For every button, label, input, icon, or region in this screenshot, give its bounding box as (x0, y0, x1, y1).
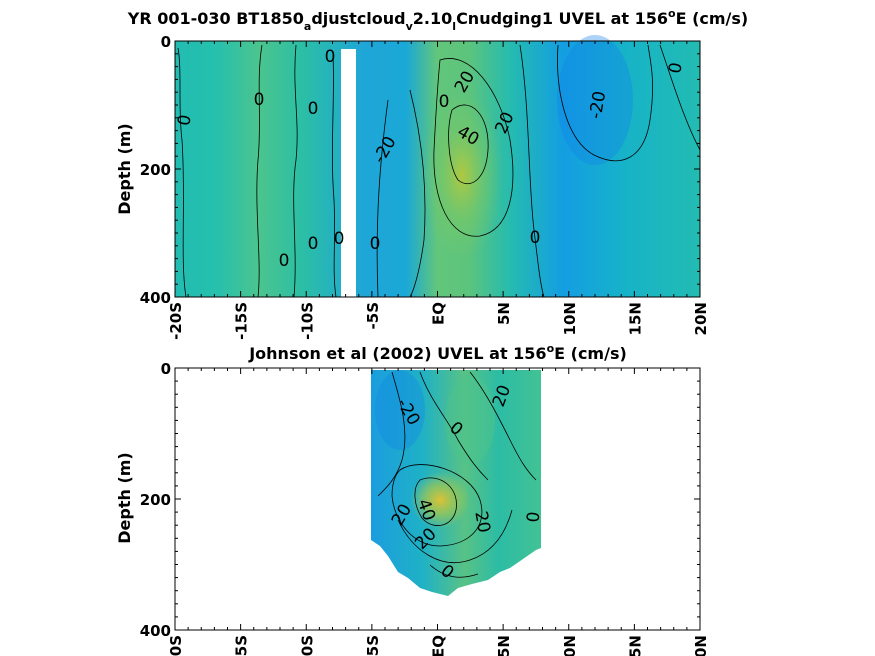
top-x-tick-label: -15S (233, 302, 251, 340)
bottom-contour-line (397, 509, 513, 563)
top-x-tick-label: EQ (430, 302, 448, 325)
bottom-axes: Depth (m) (115, 367, 701, 631)
top-contour-line (519, 44, 545, 298)
top-contour-line (557, 44, 653, 162)
bottom-x-tick-label: 15N (626, 635, 644, 656)
top-contour-line (331, 54, 337, 298)
top-contour-line (659, 44, 701, 151)
bottom-x-tick-label: -20S (167, 635, 185, 656)
top-x-tick-label: -10S (298, 302, 316, 340)
top-contour-line (376, 99, 389, 298)
bottom-panel-title: Johnson et al (2002) UVEL at 156oE (cm/s… (248, 342, 627, 363)
top-field-gap (341, 49, 356, 298)
contour-label: 0 (308, 234, 319, 254)
bottom-field-green (445, 375, 495, 465)
top-contour-line (409, 89, 426, 298)
top-ticks (174, 40, 701, 298)
contour-label: 20 (470, 510, 493, 535)
bottom-contour-line (469, 371, 537, 481)
contour-label: 0 (530, 228, 541, 248)
top-x-tick-label: 15N (626, 302, 644, 335)
bottom-field-blue (375, 370, 425, 450)
top-y-tick-label: 200 (140, 161, 171, 179)
top-x-tick-label: -20S (167, 302, 185, 340)
top-y-tick-label: 0 (161, 33, 171, 51)
bottom-x-tick-label: -15S (233, 635, 251, 656)
bottom-y-tick-label: 0 (161, 360, 171, 378)
contour-label: 0 (174, 113, 196, 127)
bottom-y-tick-label: 200 (140, 491, 171, 509)
contour-label: 0 (370, 234, 381, 254)
contour-label: 0 (439, 92, 450, 112)
top-contour-line (177, 47, 187, 298)
bottom-x-tick-label: 5N (495, 635, 513, 656)
contour-label: 0 (665, 61, 687, 75)
bottom-contour-line (414, 477, 457, 526)
top-contours (177, 44, 701, 298)
contour-label: 0 (524, 511, 545, 524)
top-colorfield (175, 35, 700, 298)
bottom-y-tick-label: 400 (140, 622, 171, 640)
contour-label: 0 (325, 47, 336, 67)
bottom-y-axis-label: Depth (m) (115, 452, 134, 544)
top-axes: Depth (m) (115, 40, 701, 298)
bottom-x-tick-label: 10N (561, 635, 579, 656)
top-contour-line (448, 104, 489, 185)
bottom-contour-line (419, 371, 489, 481)
contour-label: 0 (308, 99, 319, 119)
top-x-tick-label: 10N (561, 302, 579, 335)
bottom-x-tick-label: -10S (298, 635, 316, 656)
top-x-tick-label: 5N (495, 302, 513, 325)
top-field-core (422, 90, 502, 260)
bottom-x-tick-label: EQ (430, 635, 448, 656)
top-y-tick-label: 400 (140, 289, 171, 307)
top-contour-line (256, 44, 263, 298)
top-y-axis-label: Depth (m) (115, 123, 134, 215)
bottom-contour-line (377, 371, 406, 497)
top-contour-line (293, 44, 298, 298)
contour-label: -20 (586, 90, 611, 121)
top-panel-title: YR 001-030 BT1850adjustcloudv2.10lCnudgi… (127, 7, 748, 33)
bottom-contour-line (391, 464, 483, 547)
bottom-x-tick-label: -5S (364, 635, 382, 656)
bottom-ticks (174, 367, 701, 631)
top-x-tick-label: 20N (692, 302, 710, 335)
top-x-tick-label: -5S (364, 302, 382, 329)
bottom-x-tick-label: 20N (692, 635, 710, 656)
contour-label: 0 (334, 229, 345, 249)
contour-label: 0 (279, 251, 290, 271)
top-contour-line (433, 58, 514, 237)
bottom-contours (377, 371, 537, 578)
bottom-contour-line (429, 564, 479, 578)
contour-label: 0 (254, 90, 265, 110)
top-field-blue (557, 35, 633, 165)
